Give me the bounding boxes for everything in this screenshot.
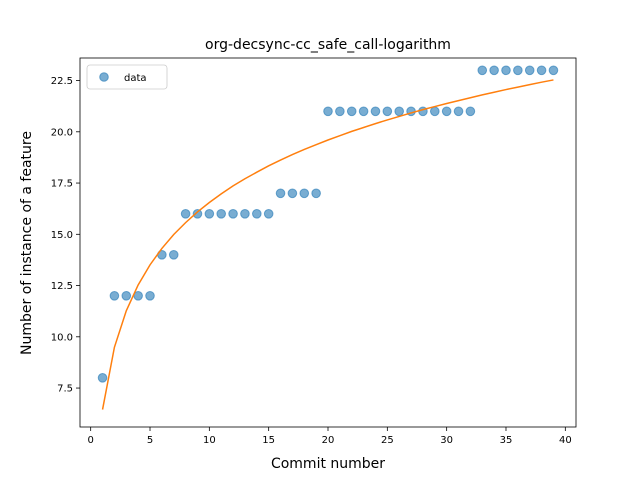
plot-area bbox=[97, 65, 559, 410]
data-point bbox=[477, 65, 488, 76]
data-point bbox=[192, 209, 203, 219]
fit-line bbox=[101, 79, 554, 410]
x-tick-label: 15 bbox=[262, 435, 275, 446]
x-tick-label: 40 bbox=[559, 435, 572, 446]
data-point bbox=[524, 65, 535, 76]
chart-title: org-decsync-cc_safe_call-logarithm bbox=[205, 37, 451, 53]
data-point bbox=[252, 209, 262, 219]
data-point bbox=[501, 65, 511, 76]
data-point bbox=[145, 291, 155, 301]
data-point bbox=[216, 209, 227, 219]
x-tick-label: 30 bbox=[440, 435, 453, 446]
data-point bbox=[513, 65, 523, 76]
x-tick-label: 5 bbox=[147, 435, 153, 446]
data-point bbox=[287, 188, 298, 199]
data-point bbox=[441, 106, 452, 117]
y-axis-label: Number of instance of a feature bbox=[19, 131, 35, 355]
data-point bbox=[358, 106, 369, 117]
data-point bbox=[168, 250, 179, 260]
plot-inner bbox=[97, 65, 559, 410]
data-point bbox=[228, 209, 238, 219]
x-tick-label: 20 bbox=[322, 435, 335, 446]
x-axis-label: Commit number bbox=[271, 456, 385, 472]
data-point bbox=[311, 188, 321, 199]
x-tick-label: 0 bbox=[87, 435, 93, 446]
data-point bbox=[394, 106, 404, 117]
data-point bbox=[204, 209, 215, 219]
data-point bbox=[370, 106, 381, 117]
axes: 0 5 10 15 20 25 30 35 40 7.5 10.0 12.5 15.0 17.5 20.0 2… bbox=[51, 57, 577, 446]
data-point bbox=[335, 106, 345, 117]
x-tick-label: 25 bbox=[381, 435, 394, 446]
data-point bbox=[275, 188, 286, 199]
y-tick-label: 20.0 bbox=[51, 127, 73, 138]
data-point bbox=[263, 209, 274, 219]
data-point bbox=[323, 106, 333, 117]
data-point bbox=[240, 209, 250, 219]
data-point bbox=[109, 291, 120, 301]
data-point bbox=[346, 106, 357, 117]
y-tick-label: 17.5 bbox=[51, 179, 73, 190]
data-point bbox=[489, 65, 499, 76]
x-tick-label: 10 bbox=[203, 435, 216, 446]
legend-box bbox=[86, 64, 168, 90]
data-point bbox=[180, 209, 191, 219]
legend: data bbox=[86, 64, 168, 90]
y-tick-label: 7.5 bbox=[57, 384, 73, 395]
data-point bbox=[453, 106, 464, 117]
data-point bbox=[382, 106, 393, 117]
y-tick-label: 15.0 bbox=[51, 230, 73, 241]
x-tick-label: 35 bbox=[500, 435, 513, 446]
y-tick-label: 22.5 bbox=[51, 76, 73, 87]
data-point bbox=[548, 65, 559, 76]
data-point bbox=[429, 106, 440, 117]
data-point bbox=[97, 373, 108, 383]
data-point bbox=[121, 291, 132, 301]
y-tick-label: 12.5 bbox=[51, 281, 73, 292]
data-point bbox=[536, 65, 547, 76]
legend-label: data bbox=[124, 73, 147, 84]
data-point bbox=[299, 188, 310, 199]
legend-marker bbox=[99, 72, 109, 82]
y-tick-label: 10.0 bbox=[51, 332, 73, 343]
data-point bbox=[465, 106, 476, 117]
